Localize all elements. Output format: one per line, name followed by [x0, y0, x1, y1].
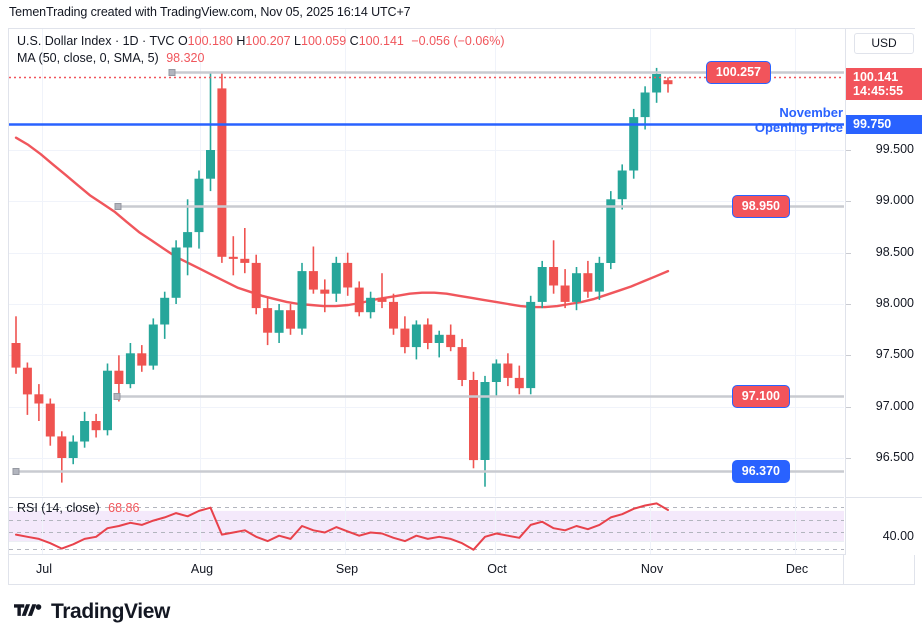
- price-tickmark: [846, 252, 851, 254]
- price-tick-98-000: 98.000: [875, 296, 914, 310]
- opening-price-scale-badge[interactable]: 99.750: [846, 115, 922, 135]
- price-tickmark: [846, 355, 851, 357]
- legend-high-value: 100.207: [245, 34, 291, 48]
- tradingview-logo[interactable]: TradingView: [14, 600, 170, 624]
- tradingview-mark-icon: [14, 604, 42, 616]
- legend-close-value: 100.141: [358, 34, 404, 48]
- legend-ma-value: 98.320: [166, 51, 205, 65]
- price-scale-rsi-separator: [846, 497, 922, 498]
- legend-high-label: H: [236, 34, 246, 48]
- currency-label[interactable]: USD: [854, 33, 914, 54]
- opening-price-line1: November: [779, 105, 843, 121]
- rsi-legend-label: RSI (14, close): [17, 501, 100, 515]
- rsi-pane[interactable]: RSI (14, close) 68.86: [9, 498, 844, 554]
- current-price-value: 100.141: [853, 70, 899, 85]
- current-price-badge[interactable]: 100.141 14:45:55: [846, 68, 922, 101]
- price-tick-99-000: 99.000: [875, 193, 914, 208]
- price-tickmark: [846, 406, 851, 408]
- november-opening-price-annotation[interactable]: November Opening Price: [663, 105, 843, 135]
- rsi-series: [9, 498, 844, 554]
- price-tick-96-500: 96.500: [875, 450, 914, 464]
- level-badge-98-950[interactable]: 98.950: [731, 195, 790, 219]
- time-axis-month-oct: Oct: [487, 562, 507, 576]
- legend-symbol: U.S. Dollar Index · 1D · TVC: [17, 34, 175, 48]
- legend-change: −0.056 (−0.06%): [411, 34, 505, 48]
- legend-open-label: O: [177, 34, 188, 48]
- price-tick-99-500: 99.500: [875, 142, 914, 156]
- price-tickmark: [846, 458, 851, 459]
- time-axis-month-jul: Jul: [36, 562, 52, 576]
- current-price-time: 14:45:55: [853, 84, 904, 99]
- level-badge-96-370[interactable]: 96.370: [731, 460, 790, 484]
- rsi-legend[interactable]: RSI (14, close) 68.86: [17, 501, 139, 515]
- legend-low-label: L: [294, 34, 301, 48]
- level-badge-97-100[interactable]: 97.100: [731, 385, 790, 409]
- legend-close-label: C: [349, 34, 359, 48]
- time-scale[interactable]: Jul Aug Sep Oct Nov Dec: [8, 555, 915, 585]
- price-tickmark: [846, 150, 851, 151]
- time-axis-month-dec: Dec: [785, 562, 809, 576]
- legend-low-value: 100.059: [301, 34, 347, 48]
- rsi-scale-tick: 40.00: [882, 529, 914, 543]
- price-tickmark: [846, 304, 851, 305]
- legend-ma-row[interactable]: MA (50, close, 0, SMA, 5) 98.320: [17, 50, 505, 67]
- ma50-line: [14, 136, 670, 309]
- price-chart-plot[interactable]: [9, 29, 844, 496]
- legend-ma-label: MA (50, close, 0, SMA, 5): [17, 51, 159, 65]
- chart-legend: U.S. Dollar Index · 1D · TVC O100.180 H1…: [17, 33, 505, 67]
- opening-price-line2: Opening Price: [754, 120, 843, 136]
- attribution-text: TemenTrading created with TradingView.co…: [9, 5, 411, 19]
- price-scale[interactable]: USD 100.141 14:45:55 99.750 99.500 99.000…: [845, 29, 922, 555]
- price-tickmark: [846, 201, 851, 203]
- horizontal-level-lines[interactable]: [9, 29, 844, 496]
- legend-open-value: 100.180: [187, 34, 233, 48]
- price-tick-97-500: 97.500: [875, 347, 914, 362]
- time-axis-month-nov: Nov: [640, 562, 664, 576]
- price-tick-97-000: 97.000: [875, 398, 914, 413]
- rsi-legend-value: 68.86: [108, 501, 140, 515]
- price-gridlines: [9, 29, 844, 496]
- tradingview-wordmark: TradingView: [51, 600, 170, 623]
- legend-symbol-row[interactable]: U.S. Dollar Index · 1D · TVC O100.180 H1…: [17, 33, 505, 50]
- time-scale-divider: [843, 555, 844, 584]
- level-badge-100-257[interactable]: 100.257: [705, 61, 771, 85]
- price-tick-98-500: 98.500: [875, 244, 914, 259]
- time-axis-month-sep: Sep: [335, 562, 359, 576]
- rsi-pane-separator: [9, 497, 844, 498]
- time-axis-month-aug: Aug: [190, 562, 214, 576]
